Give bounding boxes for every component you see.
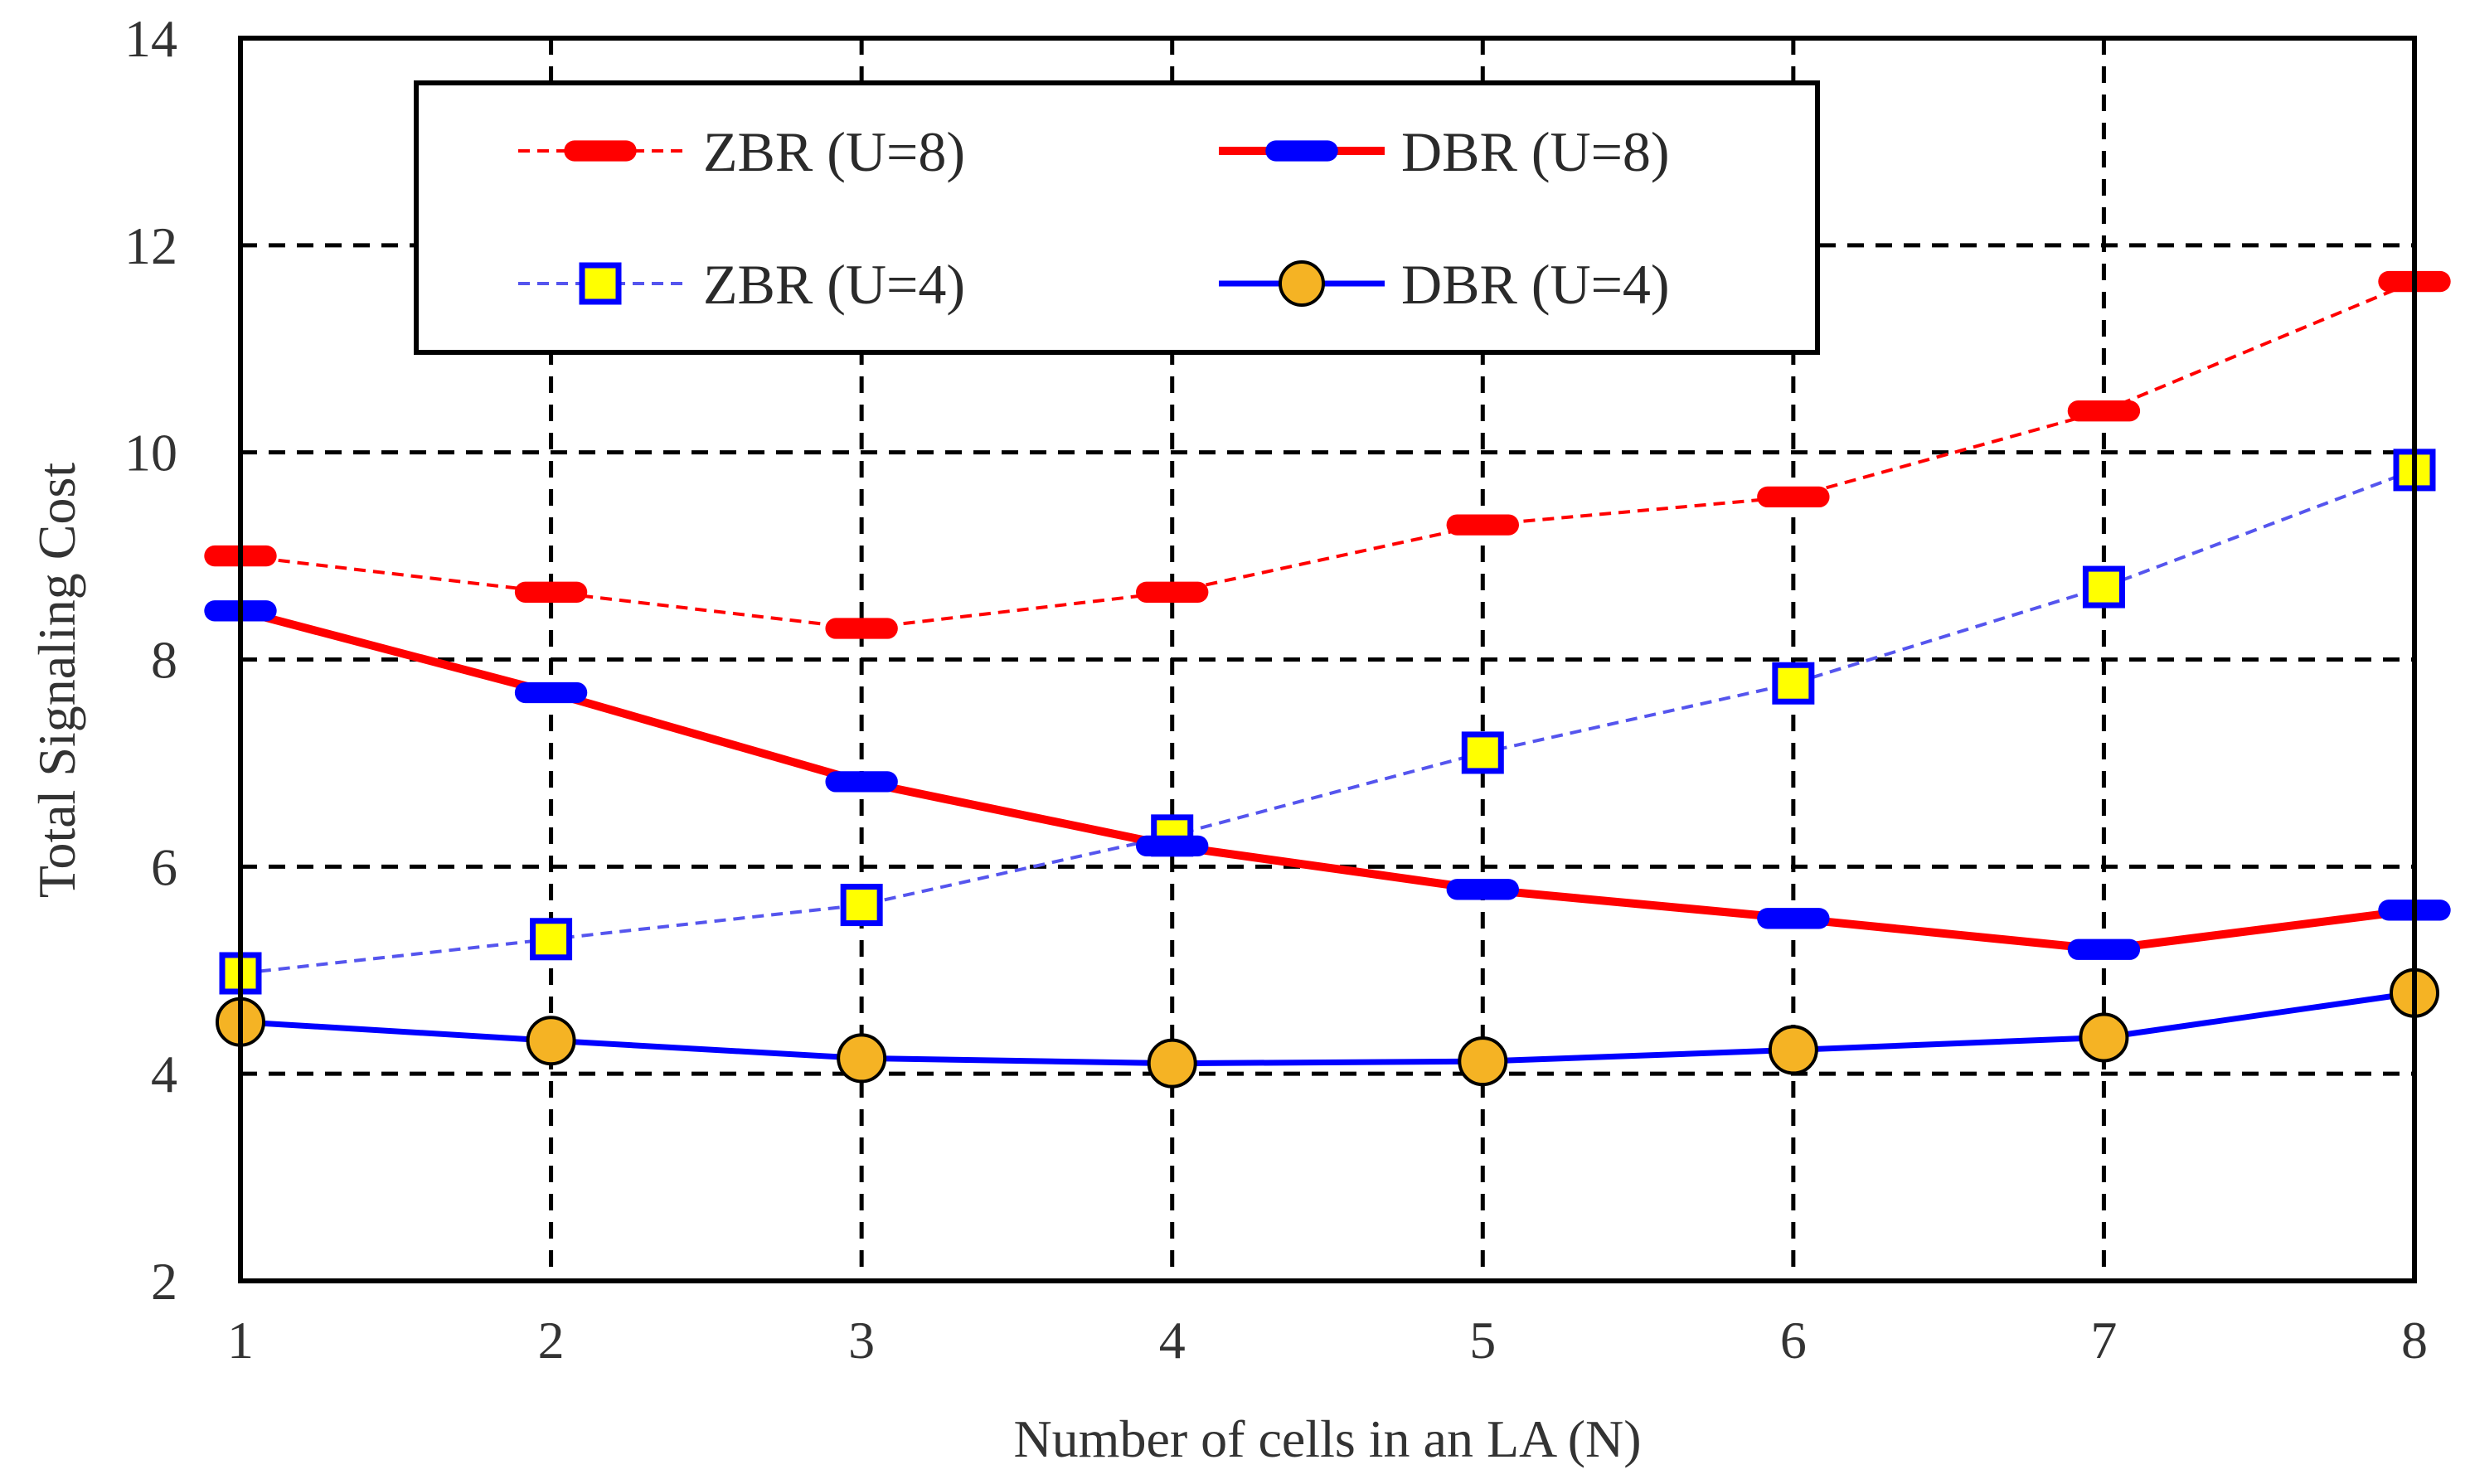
data-point-marker (837, 1033, 887, 1084)
legend-label: ZBR (U=4) (703, 253, 965, 316)
legend-entry: DBR (U=8) (1219, 120, 1670, 183)
data-point-marker (514, 681, 588, 704)
data-point-marker (1147, 1038, 1197, 1089)
data-point-marker (530, 918, 573, 961)
data-point-marker (526, 1016, 576, 1066)
legend-label: DBR (U=8) (1401, 120, 1670, 183)
x-tick-label: 7 (2090, 1311, 2117, 1370)
data-point-marker (2067, 938, 2141, 960)
legend-label: ZBR (U=8) (703, 120, 965, 183)
data-point-marker (1136, 581, 1209, 603)
data-point-marker (514, 581, 588, 603)
y-tick-label: 10 (124, 424, 177, 483)
x-tick-label: 1 (227, 1311, 254, 1370)
data-point-marker (1757, 486, 1830, 508)
series-line-dbr-u-4 (240, 990, 2415, 1067)
data-point-marker (1772, 662, 1815, 705)
series-line-zbr-u-8 (240, 279, 2415, 631)
x-tick-label: 6 (1780, 1311, 1807, 1370)
y-tick-labels: 2 4 6 8 10 12 14 (124, 9, 177, 1311)
legend-entry: ZBR (U=8) (518, 120, 965, 183)
series-lines (239, 279, 2415, 1067)
y-tick-label: 4 (151, 1045, 177, 1103)
data-point-marker (840, 884, 883, 927)
y-tick-label: 8 (151, 631, 177, 690)
data-point-marker (1461, 731, 1504, 774)
data-point-marker (1757, 908, 1830, 929)
data-point-marker (1279, 260, 1325, 307)
data-point-marker (2082, 565, 2125, 609)
legend-entry: DBR (U=4) (1219, 253, 1670, 316)
y-tick-label: 6 (151, 837, 177, 896)
data-point-marker (825, 771, 898, 793)
data-point-marker (2079, 1012, 2129, 1063)
legend-entry: ZBR (U=4) (518, 253, 965, 316)
plot-frame (238, 36, 2417, 1283)
x-axis-label: Number of cells in an LA (N) (1013, 1409, 1641, 1468)
data-point-marker (1458, 1036, 1508, 1087)
y-tick-label: 14 (124, 9, 177, 68)
data-point-marker (579, 262, 622, 305)
legend-label: DBR (U=4) (1401, 253, 1670, 316)
legend-box (414, 80, 1820, 355)
series-markers-group (219, 449, 2436, 995)
data-point-marker (1446, 514, 1519, 536)
series-markers-group (204, 600, 2451, 960)
y-tick-label: 12 (124, 216, 177, 275)
data-point-marker (1265, 140, 1338, 162)
x-tick-label: 3 (848, 1311, 875, 1370)
x-tick-label: 2 (538, 1311, 565, 1370)
series-markers (204, 270, 2451, 1089)
data-point-marker (1446, 879, 1519, 900)
x-tick-label: 8 (2401, 1311, 2428, 1370)
series-line-dbr-u-8 (239, 606, 2415, 954)
data-point-marker (2067, 400, 2141, 422)
data-point-marker (1136, 835, 1209, 856)
data-point-marker (564, 140, 637, 162)
series-line-zbr-u-4 (240, 468, 2415, 975)
y-axis-label: Total Signaling Cost (27, 463, 86, 899)
data-point-marker (825, 618, 898, 639)
y-tick-label: 2 (151, 1252, 177, 1311)
x-tick-label: 5 (1469, 1311, 1496, 1370)
x-tick-labels: 1 2 3 4 5 6 7 8 (227, 1311, 2428, 1370)
data-point-marker (1768, 1025, 1818, 1075)
x-tick-label: 4 (1159, 1311, 1186, 1370)
legend: ZBR (U=8) DBR (U=8) ZBR (U=4) DBR (U=4) (414, 80, 1820, 355)
